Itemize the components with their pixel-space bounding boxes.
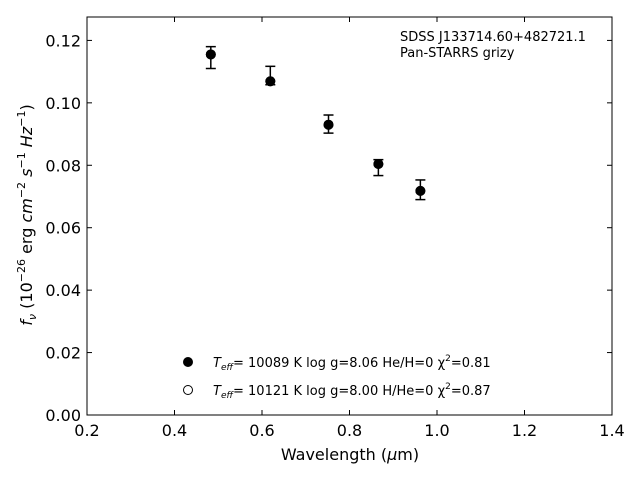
annotation-survey: Pan-STARRS grizy bbox=[400, 46, 515, 61]
x-tick-label-4: 1.0 bbox=[424, 421, 449, 440]
y-tick-label-0: 0.00 bbox=[45, 406, 81, 425]
y-axis-label: fν (10−26 erg cm−2 s−1 Hz−1) bbox=[15, 104, 39, 325]
x-tick-label-3: 0.8 bbox=[337, 421, 362, 440]
axis-ticks: 0.2 0.4 0.6 0.8 1.0 1.2 1.4 0.00 0.02 0.04 0.06 0.0… bbox=[45, 17, 625, 440]
x-tick-label-1: 0.4 bbox=[162, 421, 187, 440]
x-tick-label-6: 1.4 bbox=[599, 421, 624, 440]
error-bars bbox=[205, 45, 426, 201]
y-tick-label-1: 0.02 bbox=[45, 344, 81, 363]
y-tick-label-4: 0.08 bbox=[45, 156, 81, 175]
data-point-open-0 bbox=[205, 49, 216, 60]
plot-frame bbox=[86, 16, 613, 416]
legend-marker-1 bbox=[183, 385, 193, 395]
data-point-open-4 bbox=[415, 185, 426, 196]
data-point-open-3 bbox=[373, 159, 384, 170]
x-axis-label: Wavelength (μm) bbox=[281, 445, 419, 464]
data-points bbox=[205, 49, 426, 196]
x-tick-label-0: 0.2 bbox=[74, 421, 99, 440]
y-tick-label-6: 0.12 bbox=[45, 31, 81, 50]
annotation-object-name: SDSS J133714.60+482721.1 bbox=[400, 30, 586, 45]
legend-label-1: Teff= 10121 K log g=8.00 H/He=0 χ2=0.87 bbox=[213, 382, 491, 401]
data-point-open-1 bbox=[265, 76, 276, 87]
legend-label-0: Teff= 10089 K log g=8.06 He/H=0 χ2=0.81 bbox=[213, 354, 491, 373]
x-tick-label-5: 1.2 bbox=[512, 421, 537, 440]
legend-marker-0 bbox=[183, 357, 193, 367]
legend: Teff= 10089 K log g=8.06 He/H=0 χ2=0.81 T… bbox=[183, 354, 491, 401]
data-point-open-2 bbox=[323, 119, 334, 130]
x-tick-label-2: 0.6 bbox=[249, 421, 274, 440]
y-tick-label-3: 0.06 bbox=[45, 219, 81, 238]
y-tick-label-5: 0.10 bbox=[45, 94, 81, 113]
y-tick-label-2: 0.04 bbox=[45, 281, 81, 300]
